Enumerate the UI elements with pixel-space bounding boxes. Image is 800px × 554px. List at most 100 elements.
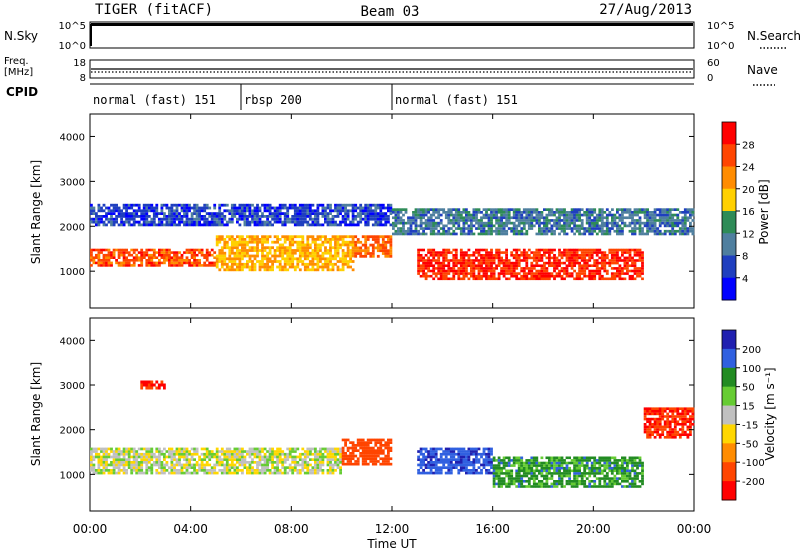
heatmap-cell xyxy=(661,211,665,214)
heatmap-cell xyxy=(256,249,259,252)
heatmap-cell xyxy=(346,235,350,239)
heatmap-cell xyxy=(117,212,121,215)
heatmap-cell xyxy=(633,251,637,254)
heatmap-cell xyxy=(291,206,295,210)
heatmap-cell xyxy=(236,450,239,453)
heatmap-cell xyxy=(548,251,551,254)
heatmap-cell xyxy=(281,257,285,261)
heatmap-cell xyxy=(296,463,300,467)
heatmap-cell xyxy=(540,485,544,488)
heatmap-cell xyxy=(505,272,508,275)
heatmap-cell xyxy=(183,447,186,451)
heatmap-cell xyxy=(454,458,458,461)
freq-panel: Freq. [MHz] 18 8 60 0 Nave xyxy=(4,56,778,86)
heatmap-cell xyxy=(475,274,478,278)
heatmap-cell xyxy=(100,463,103,467)
heatmap-cell xyxy=(147,256,151,259)
heatmap-cell xyxy=(188,248,191,252)
heatmap-cell xyxy=(354,209,358,213)
heatmap-cell xyxy=(683,208,687,211)
heatmap-cell xyxy=(588,256,592,260)
heatmap-cell xyxy=(457,272,461,275)
heatmap-cell xyxy=(329,447,332,451)
heatmap-cell xyxy=(261,203,264,207)
heatmap-cell xyxy=(233,203,237,207)
heatmap-cell xyxy=(218,249,222,252)
heatmap-cell xyxy=(100,450,103,453)
heatmap-cell xyxy=(495,219,498,222)
heatmap-cell xyxy=(281,235,285,239)
heatmap-cell xyxy=(230,203,234,207)
heatmap-cell xyxy=(598,208,602,211)
heatmap-cell xyxy=(580,480,584,483)
heatmap-cell xyxy=(336,458,340,461)
heatmap-cell xyxy=(233,212,237,215)
heatmap-cell xyxy=(485,452,488,456)
heatmap-cell xyxy=(220,471,224,475)
heatmap-cell xyxy=(507,269,511,273)
heatmap-cell xyxy=(560,254,564,257)
heatmap-cell xyxy=(603,259,607,262)
heatmap-cell xyxy=(301,240,305,244)
heatmap-cell xyxy=(145,461,149,464)
heatmap-cell xyxy=(180,450,184,453)
heatmap-cell xyxy=(178,223,181,227)
heatmap-cell xyxy=(112,212,116,215)
heatmap-cell xyxy=(595,232,599,236)
heatmap-cell xyxy=(535,216,539,220)
heatmap-cell xyxy=(482,256,486,260)
heatmap-cell xyxy=(271,262,274,266)
heatmap-cell xyxy=(600,221,604,225)
heatmap-cell xyxy=(532,482,536,486)
heatmap-cell xyxy=(316,235,320,239)
heatmap-cell xyxy=(359,438,363,442)
heatmap-cell xyxy=(329,262,332,266)
heatmap-cell xyxy=(507,213,511,217)
heatmap-cell xyxy=(515,267,519,270)
heatmap-cell xyxy=(437,254,441,257)
heatmap-cell xyxy=(336,243,340,247)
heatmap-cell xyxy=(492,261,496,265)
heatmap-cell xyxy=(510,227,514,230)
heatmap-cell xyxy=(359,254,363,258)
heatmap-cell xyxy=(213,217,217,221)
heatmap-cell xyxy=(271,466,274,469)
heatmap-cell xyxy=(127,215,131,218)
heatmap-cell xyxy=(306,220,310,224)
heatmap-cell xyxy=(273,217,277,221)
heatmap-cell xyxy=(505,472,508,475)
heatmap-cell xyxy=(135,256,139,259)
heatmap-cell xyxy=(568,461,571,465)
heatmap-cell xyxy=(100,471,103,475)
heatmap-cell xyxy=(228,450,232,453)
heatmap-cell xyxy=(437,213,441,217)
heatmap-cell xyxy=(311,235,315,239)
heatmap-cell xyxy=(288,249,292,252)
heatmap-cell xyxy=(293,251,297,255)
heatmap-cell xyxy=(568,227,571,230)
heatmap-cell xyxy=(147,203,151,207)
heatmap-cell xyxy=(230,466,234,469)
heatmap-cell xyxy=(278,251,282,255)
heatmap-cell xyxy=(532,254,536,257)
heatmap-cell xyxy=(241,243,244,247)
heatmap-cell xyxy=(558,232,561,236)
heatmap-cell xyxy=(329,243,332,247)
heatmap-cell xyxy=(532,259,536,262)
heatmap-cell xyxy=(497,211,501,214)
heatmap-cell xyxy=(492,482,496,486)
heatmap-cell xyxy=(520,485,524,488)
heatmap-cell xyxy=(324,260,327,263)
heatmap-cell xyxy=(616,251,619,254)
heatmap-cell xyxy=(563,208,566,211)
heatmap-cell xyxy=(538,464,541,467)
heatmap-cell xyxy=(296,212,300,215)
heatmap-cell xyxy=(580,474,584,478)
heatmap-cell xyxy=(465,272,468,275)
heatmap-cell xyxy=(550,477,554,480)
heatmap-cell xyxy=(291,254,295,258)
heatmap-cell xyxy=(387,449,390,452)
heatmap-cell xyxy=(281,265,285,269)
heatmap-cell xyxy=(515,232,519,236)
